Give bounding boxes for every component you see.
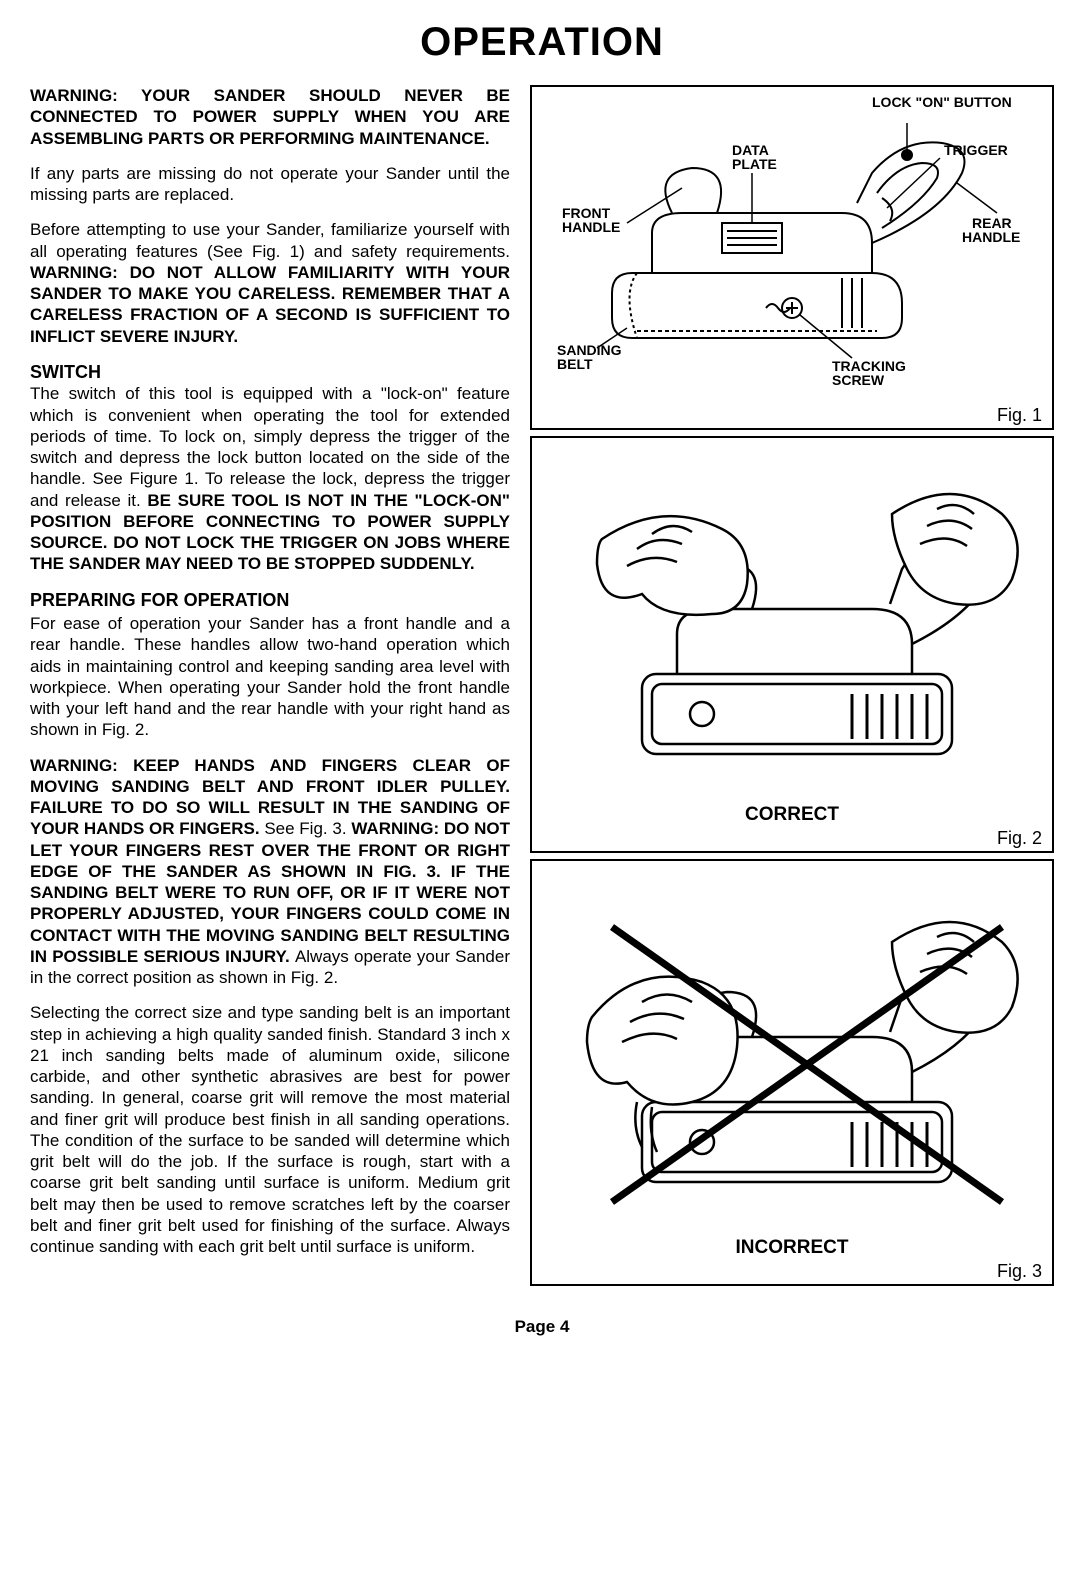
right-column: DATAPLATE LOCK "ON" BUTTON TRIGGER REARH… bbox=[530, 85, 1054, 1292]
content-columns: WARNING: YOUR SANDER SHOULD NEVER BE CON… bbox=[30, 85, 1054, 1292]
figure-3-svg bbox=[542, 867, 1042, 1237]
figure-2: CORRECT Fig. 2 bbox=[530, 436, 1054, 853]
figure-2-svg bbox=[542, 444, 1042, 804]
figure-1: DATAPLATE LOCK "ON" BUTTON TRIGGER REARH… bbox=[530, 85, 1054, 430]
warning-hands-b: See Fig. 3. bbox=[264, 819, 351, 838]
page-number: Page 4 bbox=[30, 1317, 1054, 1337]
figure-3-caption: Fig. 3 bbox=[542, 1261, 1042, 1282]
warning-hands-c: WARNING: DO NOT LET YOUR FINGERS REST OV… bbox=[30, 819, 510, 966]
figure-2-label: CORRECT bbox=[542, 804, 1042, 826]
para-belt-selection: Selecting the correct size and type sand… bbox=[30, 1002, 510, 1257]
left-column: WARNING: YOUR SANDER SHOULD NEVER BE CON… bbox=[30, 85, 510, 1292]
para-handles: For ease of operation your Sander has a … bbox=[30, 613, 510, 741]
label-rear: REARHANDLE bbox=[962, 215, 1020, 245]
preparing-heading: PREPARING FOR OPERATION bbox=[30, 589, 510, 612]
figure-1-svg: DATAPLATE LOCK "ON" BUTTON TRIGGER REARH… bbox=[542, 93, 1042, 403]
para-switch: The switch of this tool is equipped with… bbox=[30, 383, 510, 574]
figure-1-caption: Fig. 1 bbox=[542, 405, 1042, 426]
label-trigger: TRIGGER bbox=[944, 142, 1008, 158]
label-belt: SANDINGBELT bbox=[557, 342, 622, 372]
warning-careless: WARNING: DO NOT ALLOW FAMILIARITY WITH Y… bbox=[30, 263, 510, 346]
label-lockon: LOCK "ON" BUTTON bbox=[872, 94, 1012, 110]
warning-power: WARNING: YOUR SANDER SHOULD NEVER BE CON… bbox=[30, 85, 510, 149]
para-familiarize: Before attempting to use your Sander, fa… bbox=[30, 219, 510, 347]
label-front: FRONTHANDLE bbox=[562, 205, 620, 235]
para-missing-parts: If any parts are missing do not operate … bbox=[30, 163, 510, 206]
para-warning-hands: WARNING: KEEP HANDS AND FINGERS CLEAR OF… bbox=[30, 755, 510, 989]
page-title: OPERATION bbox=[30, 20, 1054, 65]
switch-heading: SWITCH bbox=[30, 361, 510, 384]
figure-3-label: INCORRECT bbox=[542, 1237, 1042, 1259]
label-data: DATAPLATE bbox=[732, 142, 777, 172]
para-familiarize-a: Before attempting to use your Sander, fa… bbox=[30, 220, 510, 260]
figure-2-caption: Fig. 2 bbox=[542, 828, 1042, 849]
label-tracking: TRACKINGSCREW bbox=[832, 358, 906, 388]
figure-3: INCORRECT Fig. 3 bbox=[530, 859, 1054, 1286]
